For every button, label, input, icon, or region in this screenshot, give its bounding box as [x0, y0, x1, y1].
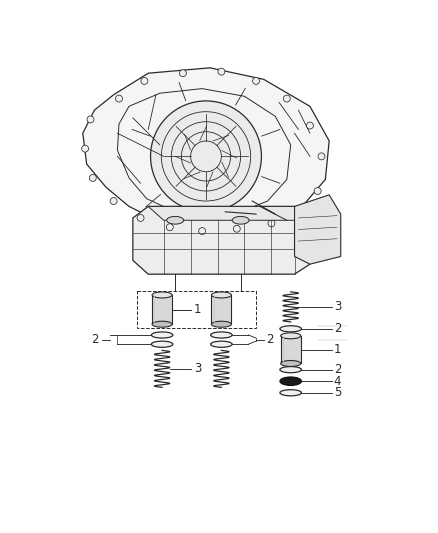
Text: 2: 2 — [92, 333, 99, 346]
Ellipse shape — [281, 360, 301, 367]
Ellipse shape — [151, 332, 173, 338]
Circle shape — [137, 214, 144, 221]
Circle shape — [268, 220, 275, 227]
Circle shape — [218, 68, 225, 75]
Ellipse shape — [280, 367, 301, 373]
Circle shape — [110, 198, 117, 205]
Text: 2: 2 — [266, 333, 274, 346]
Text: 2: 2 — [334, 322, 341, 335]
Bar — [152, 295, 172, 324]
Circle shape — [166, 224, 173, 231]
Ellipse shape — [280, 377, 301, 385]
Bar — [137, 291, 256, 328]
Circle shape — [151, 101, 261, 212]
Ellipse shape — [152, 292, 172, 298]
Text: 2: 2 — [334, 363, 341, 376]
Circle shape — [295, 209, 302, 216]
Text: 4: 4 — [334, 375, 341, 387]
Ellipse shape — [212, 292, 231, 298]
Polygon shape — [83, 68, 329, 230]
Circle shape — [307, 122, 314, 129]
Ellipse shape — [211, 341, 232, 348]
Ellipse shape — [151, 341, 173, 348]
Circle shape — [89, 174, 96, 181]
Bar — [281, 336, 301, 364]
Polygon shape — [148, 206, 310, 220]
Ellipse shape — [152, 321, 172, 327]
Circle shape — [141, 77, 148, 84]
Ellipse shape — [281, 333, 301, 339]
Polygon shape — [294, 195, 341, 264]
Circle shape — [116, 95, 123, 102]
Text: 3: 3 — [194, 362, 201, 375]
Circle shape — [199, 228, 205, 235]
Ellipse shape — [280, 390, 301, 396]
Text: 1: 1 — [194, 303, 201, 316]
Circle shape — [283, 95, 290, 102]
Circle shape — [81, 145, 88, 152]
Circle shape — [180, 70, 186, 77]
Ellipse shape — [232, 216, 249, 224]
Text: 3: 3 — [334, 300, 341, 313]
Circle shape — [233, 225, 240, 232]
Text: 5: 5 — [334, 386, 341, 399]
Circle shape — [318, 153, 325, 160]
Circle shape — [87, 116, 94, 123]
Polygon shape — [133, 206, 310, 274]
Ellipse shape — [212, 321, 231, 327]
Bar — [212, 295, 231, 324]
Text: 1: 1 — [334, 343, 341, 356]
Circle shape — [253, 77, 259, 84]
Ellipse shape — [280, 326, 301, 332]
Circle shape — [314, 188, 321, 195]
Ellipse shape — [211, 332, 232, 338]
Ellipse shape — [167, 216, 184, 224]
